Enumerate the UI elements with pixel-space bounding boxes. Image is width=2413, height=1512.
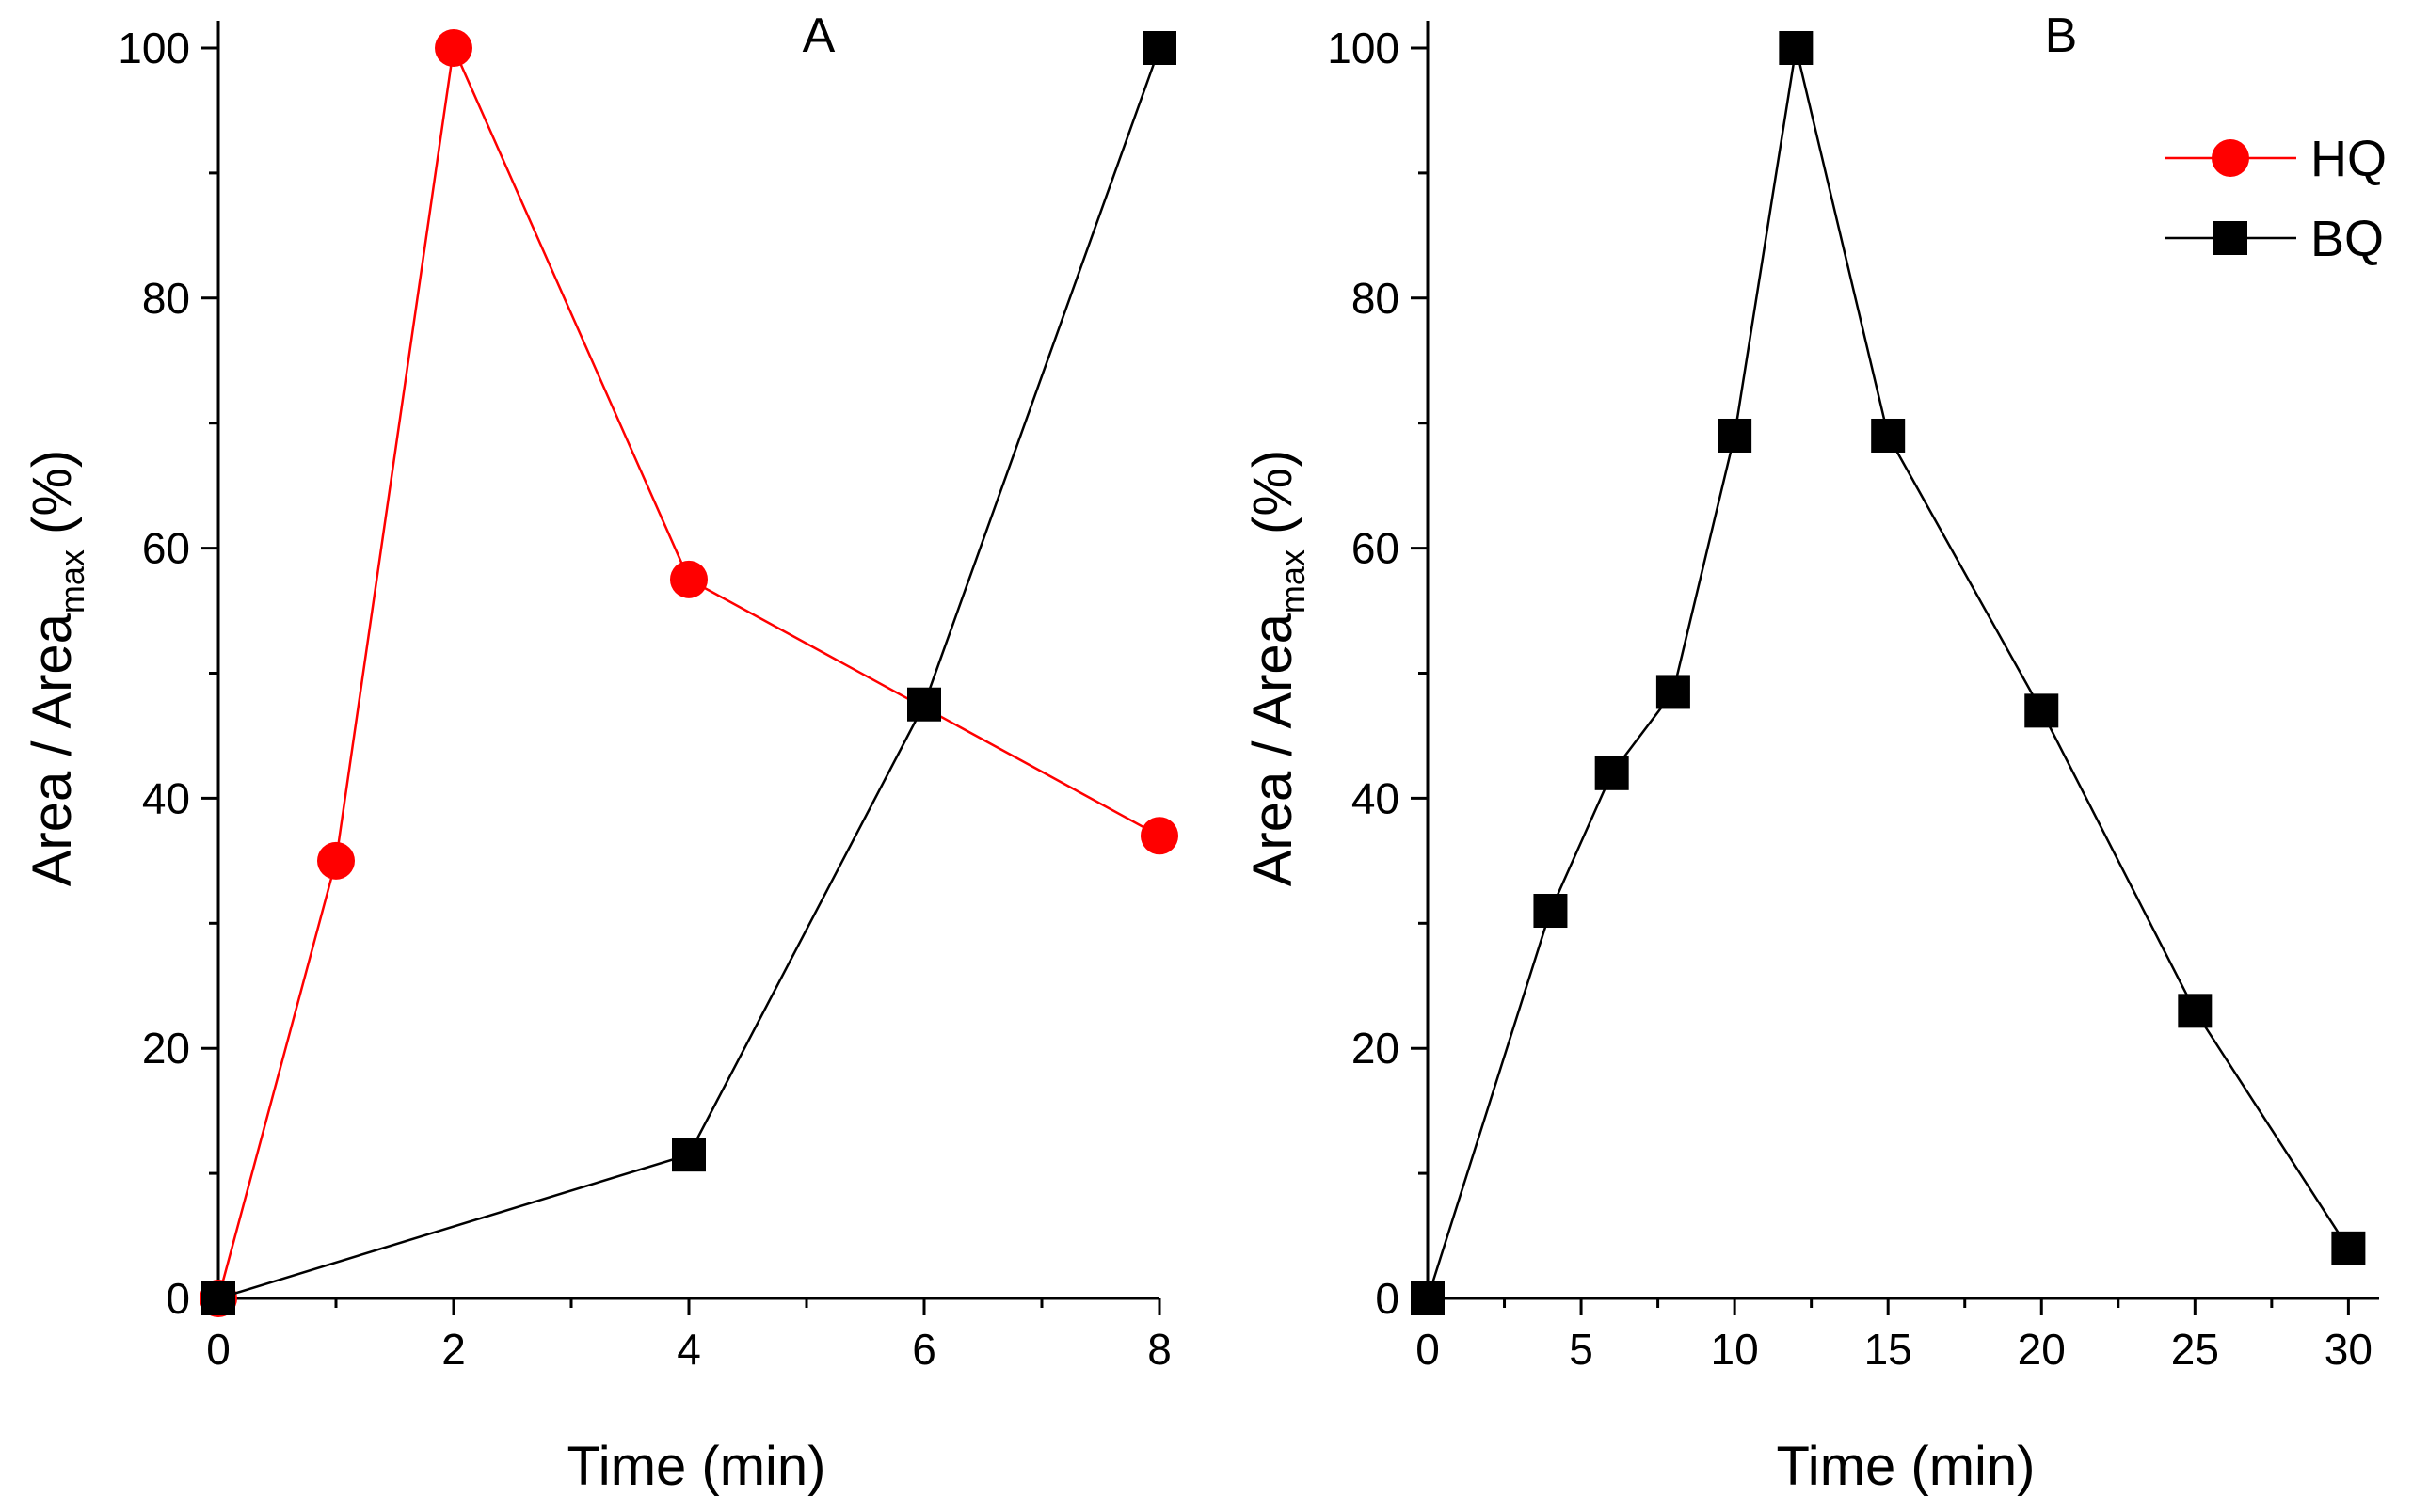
panel-b-y-tick-label: 80 [1351, 274, 1399, 323]
panel-a-y-tick-label: 80 [142, 274, 190, 323]
panel-b-chart: B Time (min) Area / Areamax (%) 0 20 40 60 8… [1242, 8, 2387, 1497]
panel-b-y-axis-title-suffix: (%) [1242, 450, 1303, 549]
panel-a-x-tick-label: 4 [677, 1325, 701, 1374]
panel-b-y-tick-label: 0 [1375, 1274, 1399, 1323]
panel-a-bq-point [201, 1281, 235, 1315]
panel-b-bq-point [1871, 418, 1906, 453]
panel-b-y-tick-label: 40 [1351, 773, 1399, 822]
panel-b-x-axis-title: Time (min) [1777, 1436, 2036, 1497]
panel-b-x-tick-label: 5 [1569, 1325, 1593, 1374]
panel-b-series-layer [1411, 31, 2366, 1315]
panel-a-x-tick-label: 0 [206, 1325, 231, 1374]
panel-a-hq-point [317, 841, 355, 880]
panel-a-hq-point [670, 560, 708, 598]
panel-b-y-axis-title-main: Area / Area [1242, 613, 1303, 886]
panel-a-y-tick-label: 100 [118, 24, 190, 72]
panel-a-x-tick-label: 8 [1147, 1325, 1172, 1374]
panel-b-y-tick-label: 100 [1327, 24, 1399, 72]
panel-b-label: B [2045, 8, 2078, 63]
panel-b-bq-point [1779, 31, 1814, 65]
panel-b-x-tick-label: 0 [1415, 1325, 1440, 1374]
panel-a-hq-line [216, 43, 1160, 1299]
panel-a-bq-point [907, 687, 941, 722]
panel-a-y-axis-title-subscript: max [53, 549, 91, 613]
panel-b-legend: HQ BQ [2165, 131, 2387, 267]
legend-hq-marker [2212, 139, 2249, 177]
panel-b-bq-point [2024, 693, 2059, 728]
panel-b-x-tick-label: 10 [1711, 1325, 1759, 1374]
legend-hq-label: HQ [2310, 131, 2387, 187]
panel-a-hq-point [1141, 817, 1178, 855]
panel-a-chart: A Time (min) Area / Areamax (%) 02040608… [22, 8, 1178, 1497]
panel-a-y-tick-label: 40 [142, 773, 190, 822]
panel-b-bq-point [2331, 1231, 2366, 1265]
panel-a-y-axis-title: Area / Areamax (%) [22, 450, 91, 887]
panel-b-x-tick-label: 20 [2018, 1325, 2066, 1374]
panel-b-bq-point [1655, 675, 1690, 709]
panel-b-x-tick-label: 25 [2171, 1325, 2219, 1374]
panel-a-y-tick-label: 0 [166, 1274, 190, 1323]
panel-b-bq-point [1594, 756, 1629, 790]
panel-a-bq-point [672, 1138, 706, 1172]
panel-a-hq-point [435, 29, 472, 67]
panel-b-x-tick-label: 15 [1864, 1325, 1912, 1374]
panel-a-x-axis-title: Time (min) [567, 1436, 826, 1497]
panel-b-bq-point [2178, 994, 2213, 1028]
panel-b-y-axis-title-subscript: max [1273, 549, 1312, 613]
panel-a-label: A [803, 8, 836, 63]
panel-b-axes: 0 20 40 60 80 100 0 5 10 15 20 25 30 [1327, 21, 2379, 1374]
panel-b-bq-point [1718, 418, 1752, 453]
panel-b-y-axis-title: Area / Areamax (%) [1242, 450, 1312, 887]
panel-a-bq-line [217, 47, 1161, 1300]
legend-bq-label: BQ [2310, 211, 2384, 267]
panel-b-y-tick-label: 20 [1351, 1024, 1399, 1073]
panel-a-x-tick-label: 2 [441, 1325, 466, 1374]
panel-a-y-axis-title-main: Area / Area [22, 613, 83, 886]
panel-b-bq-point [1533, 894, 1568, 929]
panel-b-bq-line [1426, 47, 2350, 1299]
panel-a-x-tick-label: 6 [912, 1325, 936, 1374]
panel-a-bq-point [1143, 31, 1176, 65]
panel-a-axes: 0 20 40 60 80 100 0 2 4 6 8 [118, 21, 1172, 1374]
legend-bq-marker [2213, 221, 2247, 255]
panel-b-y-tick-label: 60 [1351, 524, 1399, 573]
panel-b-bq-point [1411, 1281, 1445, 1315]
panel-a-series-layer [200, 29, 1178, 1317]
panel-a-y-axis-title-suffix: (%) [22, 450, 83, 549]
panel-a-y-tick-label: 20 [142, 1024, 190, 1073]
panel-b-x-tick-label: 30 [2325, 1325, 2373, 1374]
panel-a-y-tick-label: 60 [142, 524, 190, 573]
